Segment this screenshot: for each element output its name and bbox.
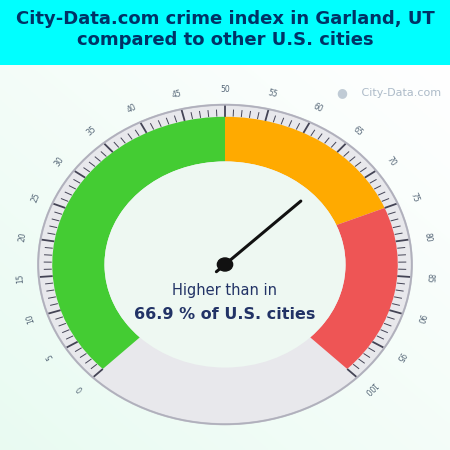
- Text: 30: 30: [53, 155, 66, 168]
- Text: 65: 65: [351, 125, 364, 138]
- Text: 95: 95: [393, 350, 406, 363]
- Text: 25: 25: [30, 191, 42, 203]
- Wedge shape: [52, 117, 225, 369]
- Text: 55: 55: [267, 89, 279, 99]
- Text: City-Data.com crime index in Garland, UT
compared to other U.S. cities: City-Data.com crime index in Garland, UT…: [16, 10, 434, 49]
- Text: City-Data.com: City-Data.com: [358, 88, 441, 99]
- Text: 35: 35: [86, 125, 99, 138]
- Text: 80: 80: [422, 232, 432, 243]
- Wedge shape: [310, 208, 398, 369]
- Text: 0: 0: [75, 383, 85, 393]
- Text: 100: 100: [362, 380, 378, 397]
- Text: 40: 40: [126, 102, 138, 115]
- Circle shape: [38, 105, 412, 424]
- Text: 90: 90: [414, 313, 426, 324]
- Text: 60: 60: [312, 102, 324, 115]
- Text: 45: 45: [171, 89, 183, 99]
- Text: 85: 85: [424, 273, 434, 284]
- Text: 15: 15: [16, 273, 26, 284]
- Circle shape: [217, 258, 233, 271]
- Text: 50: 50: [220, 85, 230, 94]
- Text: 5: 5: [45, 351, 55, 360]
- Text: 66.9 % of U.S. cities: 66.9 % of U.S. cities: [134, 307, 316, 322]
- Text: 10: 10: [24, 313, 36, 324]
- Text: 70: 70: [384, 155, 397, 168]
- Text: 20: 20: [18, 232, 28, 243]
- Text: 75: 75: [408, 191, 420, 204]
- Text: ●: ●: [337, 86, 347, 99]
- Circle shape: [104, 162, 346, 368]
- Text: Higher than in: Higher than in: [172, 283, 278, 298]
- Wedge shape: [225, 117, 385, 225]
